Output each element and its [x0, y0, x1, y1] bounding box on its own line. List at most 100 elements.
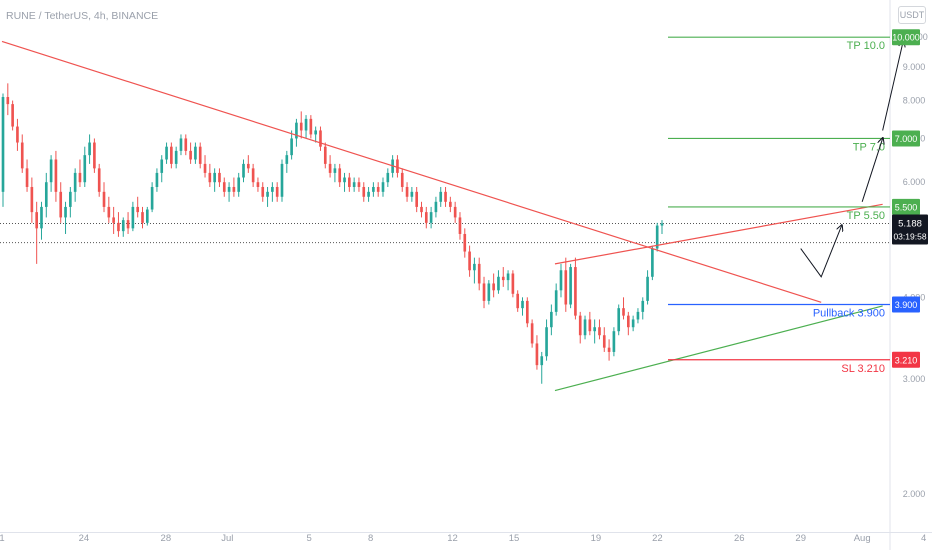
candle — [333, 163, 337, 183]
candle-body — [333, 168, 337, 173]
candle — [598, 319, 601, 340]
candle-body — [357, 182, 361, 187]
candle — [367, 186, 370, 202]
candle-body — [59, 191, 63, 218]
candle — [400, 168, 404, 192]
candle-body — [246, 163, 250, 169]
candle — [150, 182, 154, 213]
candle — [530, 319, 534, 348]
candle-body — [415, 191, 419, 207]
projection-arrow — [861, 138, 882, 202]
candle-body — [1, 97, 5, 192]
candle-body — [569, 267, 572, 305]
candle — [415, 186, 419, 213]
candle-body — [593, 327, 596, 332]
candle — [429, 206, 433, 229]
candle — [362, 182, 366, 202]
x-tick-label: 19 — [591, 533, 602, 544]
candle-body — [242, 163, 245, 178]
candle — [506, 270, 510, 291]
candle — [170, 142, 173, 169]
candle-body — [174, 150, 178, 164]
candle — [516, 290, 520, 312]
candle — [550, 304, 553, 336]
candle-body — [251, 168, 255, 183]
candle-body — [410, 191, 414, 197]
candle — [11, 100, 14, 131]
level-price-tag-text: 7.000 — [895, 134, 918, 144]
candle-body — [405, 186, 409, 197]
candle — [545, 319, 548, 361]
candle-body — [420, 206, 423, 213]
candle — [617, 304, 621, 336]
candle — [25, 159, 29, 192]
candle — [338, 163, 342, 187]
x-tick-label: 28 — [161, 533, 172, 544]
candle-body — [453, 206, 457, 218]
candle — [232, 177, 236, 197]
candle — [535, 335, 539, 370]
projection-arrow — [882, 41, 903, 131]
candle-body — [352, 182, 356, 187]
candle — [112, 206, 115, 234]
level-price-tag — [892, 29, 920, 46]
candle-body — [73, 172, 77, 192]
candle — [511, 270, 515, 298]
candle — [540, 351, 544, 384]
candle — [372, 182, 375, 197]
candle-body — [150, 186, 154, 210]
candle-body — [444, 191, 447, 202]
candle — [583, 315, 587, 340]
candle-body — [449, 201, 452, 207]
candle — [636, 308, 640, 324]
level-price-tag — [892, 296, 920, 313]
candle — [78, 159, 82, 187]
candle-body — [213, 172, 216, 183]
y-tick-label: 3.000 — [903, 374, 926, 384]
candle — [655, 222, 659, 252]
candle — [295, 118, 298, 147]
candle-body — [564, 270, 568, 305]
candle — [141, 206, 144, 229]
candle — [420, 201, 423, 218]
candle-body — [121, 220, 125, 232]
candle — [660, 220, 664, 234]
candle — [578, 311, 582, 344]
candle — [102, 182, 106, 213]
candle-body — [525, 300, 529, 324]
candle-body — [439, 191, 443, 202]
candle-body — [386, 172, 390, 183]
candle — [473, 257, 476, 284]
candle — [434, 196, 438, 218]
candle-body — [6, 97, 10, 105]
candle-body — [622, 308, 625, 316]
candle-body — [400, 172, 404, 187]
level-label: Pullback 3.900 — [813, 308, 885, 320]
candle — [54, 150, 58, 202]
currency-button[interactable]: USDT — [898, 6, 926, 24]
candle-body — [11, 104, 14, 127]
candle — [88, 134, 91, 164]
candle-body — [145, 209, 149, 223]
candle — [261, 182, 265, 202]
candle-body — [25, 168, 29, 187]
candle — [242, 159, 245, 183]
candle — [501, 267, 505, 287]
candle-body — [179, 138, 183, 151]
candle-body — [516, 293, 520, 309]
candle — [93, 138, 96, 173]
candle — [35, 201, 38, 264]
level-label: TP 7.0 — [853, 141, 885, 153]
candle-body — [170, 146, 173, 164]
level-price-tag-text: 3.210 — [895, 355, 918, 365]
candle-body — [372, 186, 375, 192]
candle-body — [559, 270, 563, 291]
candle — [463, 228, 467, 258]
candle-body — [545, 327, 548, 357]
x-tick-label: 8 — [368, 533, 373, 544]
candle-body — [607, 347, 611, 352]
candle-body — [314, 130, 317, 135]
candle-body — [290, 138, 293, 156]
